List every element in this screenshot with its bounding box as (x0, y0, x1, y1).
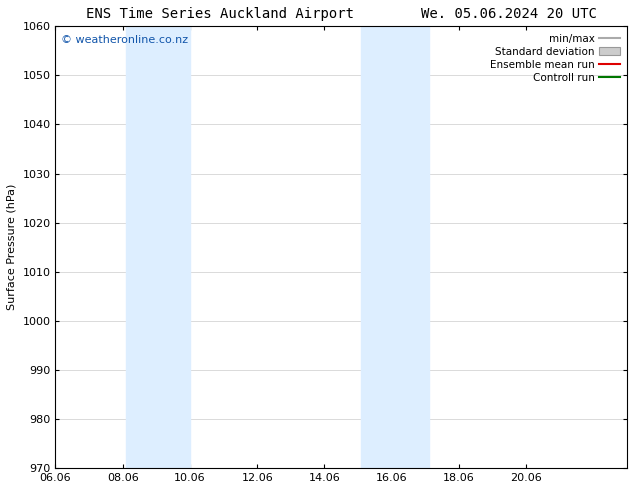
Title: ENS Time Series Auckland Airport        We. 05.06.2024 20 UTC: ENS Time Series Auckland Airport We. 05.… (86, 7, 597, 21)
Bar (361, 26, 429, 468)
Y-axis label: Surface Pressure (hPa): Surface Pressure (hPa) (7, 184, 17, 311)
Bar (126, 26, 190, 468)
Legend: min/max, Standard deviation, Ensemble mean run, Controll run: min/max, Standard deviation, Ensemble me… (488, 31, 622, 85)
Text: © weatheronline.co.nz: © weatheronline.co.nz (61, 35, 188, 45)
